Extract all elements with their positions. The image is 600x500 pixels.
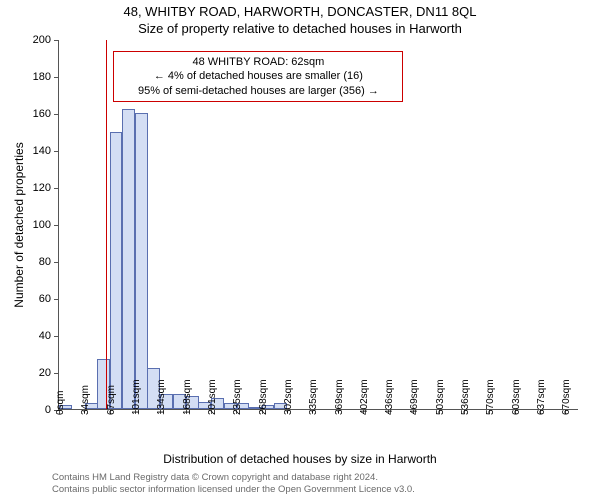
y-tick-label: 120 bbox=[33, 182, 59, 194]
page-title-line1: 48, WHITBY ROAD, HARWORTH, DONCASTER, DN… bbox=[0, 4, 600, 19]
x-tick-label: 603sqm bbox=[511, 379, 522, 415]
histogram-bar bbox=[110, 132, 123, 410]
y-tick-label: 180 bbox=[33, 71, 59, 83]
y-tick-label: 80 bbox=[39, 256, 59, 268]
x-tick-label: 637sqm bbox=[536, 379, 547, 415]
footer-attribution: Contains HM Land Registry data © Crown c… bbox=[52, 472, 415, 496]
y-tick-label: 160 bbox=[33, 108, 59, 120]
property-marker-line bbox=[106, 40, 107, 409]
x-tick-label: 436sqm bbox=[384, 379, 395, 415]
x-tick-label: 0sqm bbox=[55, 391, 66, 415]
x-tick-label: 268sqm bbox=[258, 379, 269, 415]
histogram-bar bbox=[135, 113, 148, 409]
x-tick-label: 101sqm bbox=[131, 379, 142, 415]
annotation-line-2: ← 4% of detached houses are smaller (16) bbox=[120, 69, 396, 83]
y-tick-label: 60 bbox=[39, 293, 59, 305]
histogram-bar bbox=[122, 109, 135, 409]
x-tick-label: 469sqm bbox=[409, 379, 420, 415]
x-tick-label: 201sqm bbox=[207, 379, 218, 415]
y-tick-label: 100 bbox=[33, 219, 59, 231]
x-tick-label: 34sqm bbox=[80, 385, 91, 415]
x-tick-label: 570sqm bbox=[485, 379, 496, 415]
x-tick-label: 67sqm bbox=[106, 385, 117, 415]
x-axis-label: Distribution of detached houses by size … bbox=[0, 452, 600, 466]
histogram-plot: 020406080100120140160180200 0sqm34sqm67s… bbox=[58, 40, 578, 410]
annotation-line-1: 48 WHITBY ROAD: 62sqm bbox=[120, 55, 396, 69]
page-title-line2: Size of property relative to detached ho… bbox=[0, 21, 600, 36]
x-tick-label: 168sqm bbox=[182, 379, 193, 415]
x-tick-label: 503sqm bbox=[435, 379, 446, 415]
annotation-box: 48 WHITBY ROAD: 62sqm ← 4% of detached h… bbox=[113, 51, 403, 102]
x-tick-label: 134sqm bbox=[156, 379, 167, 415]
x-tick-label: 402sqm bbox=[359, 379, 370, 415]
x-tick-label: 235sqm bbox=[232, 379, 243, 415]
x-tick-label: 670sqm bbox=[561, 379, 572, 415]
annotation-line-3: 95% of semi-detached houses are larger (… bbox=[120, 84, 396, 98]
y-tick-label: 140 bbox=[33, 145, 59, 157]
footer-line-2: Contains public sector information licen… bbox=[52, 484, 415, 496]
y-axis-label: Number of detached properties bbox=[12, 142, 26, 307]
x-tick-label: 369sqm bbox=[334, 379, 345, 415]
x-tick-label: 536sqm bbox=[460, 379, 471, 415]
footer-line-1: Contains HM Land Registry data © Crown c… bbox=[52, 472, 415, 484]
y-tick-label: 200 bbox=[33, 34, 59, 46]
y-tick-label: 40 bbox=[39, 330, 59, 342]
x-tick-label: 302sqm bbox=[283, 379, 294, 415]
y-tick-label: 20 bbox=[39, 367, 59, 379]
x-tick-label: 335sqm bbox=[308, 379, 319, 415]
